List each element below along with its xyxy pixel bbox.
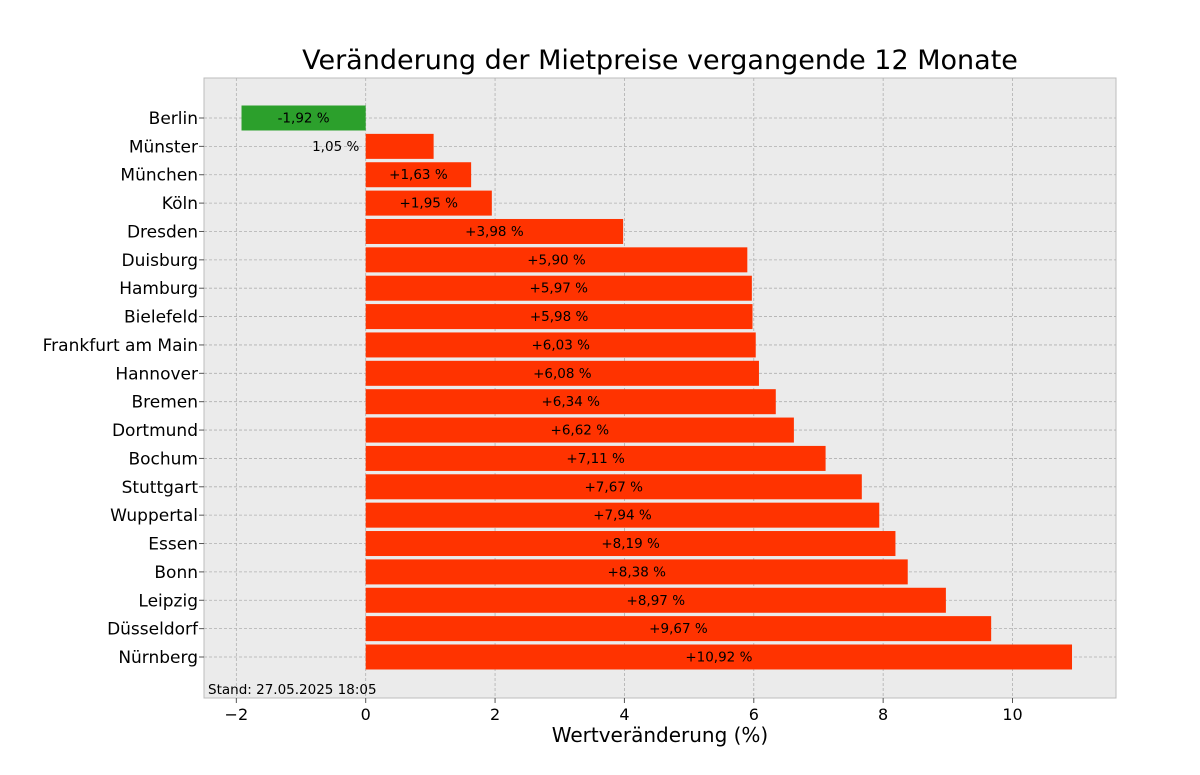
y-tick-label: Essen — [148, 535, 198, 555]
x-tick-label: 10 — [1002, 705, 1022, 724]
y-tick-label: Bremen — [131, 393, 198, 413]
x-tick-label: 0 — [361, 705, 371, 724]
bar — [365, 162, 472, 188]
x-tick-label: 2 — [490, 705, 500, 724]
bar — [365, 218, 624, 244]
y-tick-label: Düsseldorf — [107, 620, 199, 640]
data-label: +5,97 % — [530, 281, 589, 297]
y-tick-label: Münster — [129, 137, 198, 157]
bar — [365, 531, 896, 557]
y-tick-label: München — [120, 166, 198, 186]
data-label: +8,38 % — [607, 564, 666, 580]
bar — [365, 133, 434, 159]
timestamp-annotation: Stand: 27.05.2025 18:05 — [208, 682, 377, 698]
y-tick-label: Berlin — [149, 109, 198, 129]
bar — [365, 389, 776, 415]
y-tick-label: Bielefeld — [124, 308, 198, 328]
bar — [365, 502, 880, 528]
chart-title: Veränderung der Mietpreise vergangende 1… — [302, 45, 1018, 76]
y-tick-label: Frankfurt am Main — [43, 336, 198, 356]
bar — [365, 360, 759, 386]
y-tick-label: Stuttgart — [122, 478, 199, 498]
data-label: -1,92 % — [278, 111, 330, 127]
y-tick-label: Hamburg — [119, 279, 198, 299]
data-label: +7,94 % — [593, 508, 652, 524]
data-label: +6,03 % — [531, 337, 590, 353]
bar — [365, 247, 748, 273]
bar — [365, 587, 946, 613]
bar — [365, 445, 826, 471]
bar — [241, 105, 366, 131]
bar — [365, 332, 756, 358]
data-label: +5,98 % — [530, 309, 589, 325]
y-tick-label: Nürnberg — [118, 648, 198, 668]
data-label: +6,08 % — [533, 366, 592, 382]
y-tick-label: Hannover — [115, 364, 198, 384]
y-tick-label: Bochum — [128, 449, 198, 469]
x-axis-label: Wertveränderung (%) — [552, 723, 769, 747]
bar — [365, 644, 1073, 670]
data-label: +3,98 % — [465, 224, 524, 240]
data-label: +1,63 % — [389, 167, 448, 183]
data-label: +6,34 % — [541, 394, 600, 410]
bar — [365, 559, 908, 585]
y-tick-label: Köln — [162, 194, 198, 214]
x-tick-label: 8 — [878, 705, 888, 724]
data-label: +10,92 % — [685, 650, 752, 666]
y-tick-label: Bonn — [154, 563, 198, 583]
data-label: +9,67 % — [649, 621, 708, 637]
y-tick-label: Duisburg — [122, 251, 199, 271]
data-label: +7,11 % — [566, 451, 625, 467]
bar — [365, 616, 992, 642]
data-label: +1,95 % — [400, 196, 459, 212]
bar — [365, 304, 753, 330]
data-label: +8,97 % — [627, 593, 686, 609]
bar — [365, 474, 862, 500]
data-label: +7,67 % — [585, 479, 644, 495]
y-tick-label: Leipzig — [138, 591, 198, 611]
y-tick-label: Dresden — [127, 222, 198, 242]
bar — [365, 190, 492, 216]
bar — [365, 417, 794, 443]
x-tick-label: 6 — [749, 705, 759, 724]
x-tick-label: −2 — [225, 705, 249, 724]
bar — [365, 275, 752, 301]
data-label: +8,19 % — [601, 536, 660, 552]
x-tick-label: 4 — [619, 705, 629, 724]
data-label: +6,62 % — [551, 423, 610, 439]
y-tick-label: Dortmund — [112, 421, 198, 441]
data-label: +5,90 % — [527, 252, 586, 268]
y-tick-label: Wuppertal — [110, 506, 198, 526]
data-label: 1,05 % — [312, 139, 359, 155]
